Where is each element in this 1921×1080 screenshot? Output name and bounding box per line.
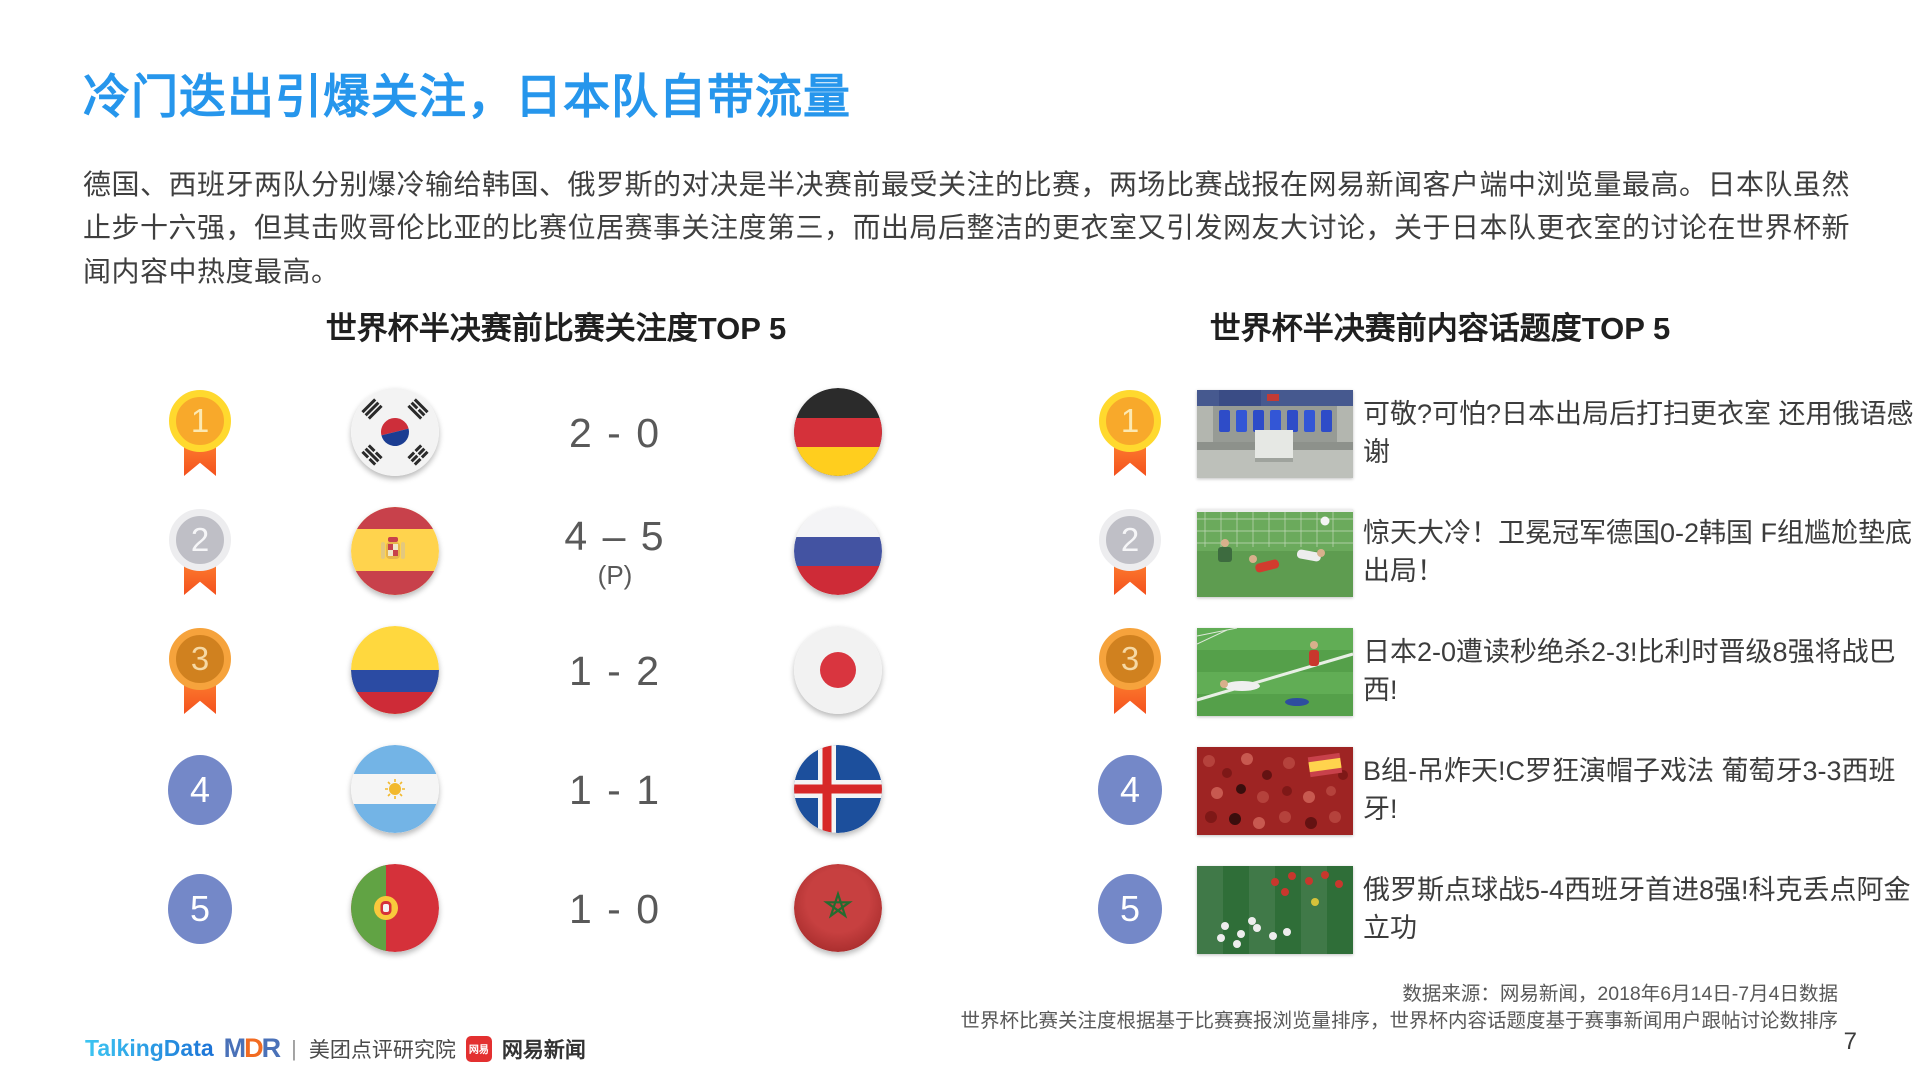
news-headline: B组-吊炸天!C罗狂演帽子戏法 葡萄牙3-3西班牙! (1363, 756, 1896, 824)
japan-locker-room-photo (1197, 390, 1353, 478)
match-score: 4 – 5 (P) (564, 513, 666, 590)
rank-2-silver-medal-icon: 2 (1099, 509, 1161, 599)
page-number: 7 (1843, 1028, 1857, 1055)
rank-5-circle: 5 (168, 874, 232, 944)
news-item: 2 惊天大冷！卫冕冠军德国0-2韩 (1060, 507, 1921, 599)
south-korea-flag (351, 388, 439, 476)
news-headline: 俄罗斯点球战5-4西班牙首进8强!科克丢点阿金立功 (1363, 875, 1911, 943)
news-headline: 日本2-0遭读秒绝杀2-3!比利时晋级8强将战巴西! (1363, 637, 1896, 705)
rank-1-gold-medal-icon: 1 (169, 390, 231, 480)
logo-divider: | (291, 1035, 297, 1061)
news-headline: 惊天大冷！卫冕冠军德国0-2韩国 F组尴尬垫底出局！ (1363, 518, 1913, 586)
data-source-line1: 数据来源：网易新闻，2018年6月14日-7月4日数据 (1402, 983, 1838, 1005)
rank-number: 3 (169, 628, 231, 690)
left-section-header: 世界杯半决赛前比赛关注度TOP 5 (325, 311, 787, 346)
argentina-flag (351, 745, 439, 833)
meituan-dianping-institute-logo: 美团点评研究院 (308, 1038, 456, 1062)
rank-number: 2 (1099, 509, 1161, 571)
russia-celebration-photo (1197, 866, 1353, 954)
rank-4-circle: 4 (1098, 755, 1162, 825)
news-item: 5 俄罗斯点球战5-4西班牙首进8强!科克丢点阿金立功 (1060, 864, 1921, 956)
colombia-flag (351, 626, 439, 714)
portugal-flag (351, 864, 439, 952)
germany-flag (794, 388, 882, 476)
match-score: 2 - 0 (568, 409, 662, 456)
spain-flag (351, 507, 439, 595)
netease-news-logo: 网易新闻 (501, 1038, 586, 1062)
data-source-line2: 世界杯比赛关注度根据基于比赛赛报浏览量排序，世界杯内容话题度基于赛事新闻用户跟帖… (960, 1010, 1838, 1033)
match-score: 1 - 1 (568, 766, 662, 813)
morocco-flag (794, 864, 882, 952)
match-score: 1 - 2 (568, 647, 662, 694)
match-row: 3 1 - 2 (0, 626, 980, 718)
news-item: 1 (1060, 388, 1921, 480)
russia-flag (794, 507, 882, 595)
portugal-spain-fans-photo (1197, 747, 1353, 835)
rank-number: 3 (1099, 628, 1161, 690)
rank-number: 1 (1099, 390, 1161, 452)
match-row: 4 1 - 1 (0, 745, 980, 837)
match-row: 1 2 - 0 (0, 388, 980, 480)
japan-belgium-match-photo (1197, 628, 1353, 716)
match-row: 2 4 – 5 (0, 507, 980, 599)
rank-1-gold-medal-icon: 1 (1099, 390, 1161, 480)
talkingdata-logo: TalkingData (85, 1035, 214, 1061)
intro-paragraph: 德国、西班牙两队分别爆冷输给韩国、俄罗斯的对决是半决赛前最受关注的比赛，两场比赛… (83, 169, 1851, 287)
news-headline: 可敬?可怕?日本出局后打扫更衣室 还用俄语感谢 (1363, 399, 1914, 467)
iceland-flag (794, 745, 882, 833)
rank-4-circle: 4 (168, 755, 232, 825)
rank-2-silver-medal-icon: 2 (169, 509, 231, 599)
news-item: 4 (1060, 745, 1921, 837)
data-source-note: 数据来源：网易新闻，2018年6月14日-7月4日数据 世界杯比赛关注度根据基于… (960, 981, 1838, 1036)
rank-number: 2 (169, 509, 231, 571)
page-title: 冷门迭出引爆关注，日本队自带流量 (83, 70, 851, 123)
right-section-header: 世界杯半决赛前内容话题度TOP 5 (1209, 311, 1671, 346)
japan-flag (794, 626, 882, 714)
germany-korea-match-photo (1197, 509, 1353, 597)
rank-3-bronze-medal-icon: 3 (1099, 628, 1161, 718)
rank-number: 1 (169, 390, 231, 452)
rank-3-bronze-medal-icon: 3 (169, 628, 231, 718)
news-item: 3 日本2-0遭读秒绝杀2-3!比利时晋级8强将战巴西! (1060, 626, 1921, 718)
netease-app-icon: 网易 (465, 1035, 492, 1062)
match-row: 5 1 - 0 (0, 864, 980, 956)
match-score: 1 - 0 (568, 885, 662, 932)
rank-5-circle: 5 (1098, 874, 1162, 944)
